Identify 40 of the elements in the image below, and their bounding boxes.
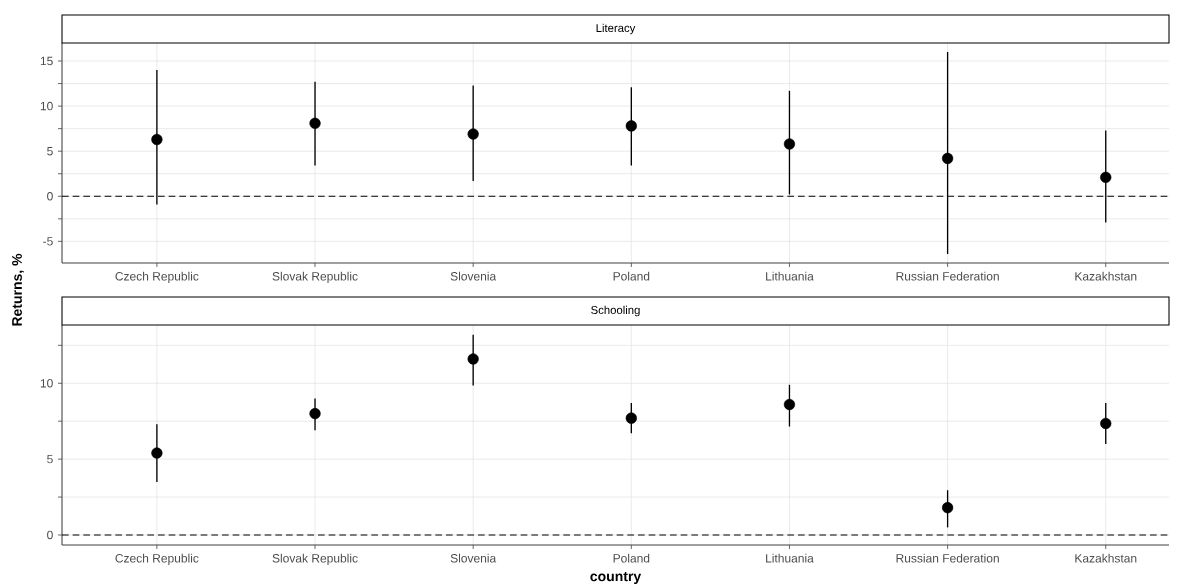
point (467, 128, 479, 140)
x-tick-label: Slovak Republic (272, 271, 358, 283)
point (942, 502, 954, 514)
x-tick-label: Lithuania (766, 271, 814, 281)
x-tick-label: Lithuania (766, 553, 814, 563)
y-tick-label: 5 (47, 147, 53, 156)
point (625, 120, 637, 132)
point (467, 353, 479, 365)
chart-title: Literacy (596, 23, 636, 35)
x-tick-label: Slovenia (450, 553, 497, 563)
point (783, 138, 796, 150)
point (1100, 171, 1112, 183)
y-tick-label: 10 (40, 379, 53, 388)
point (942, 152, 954, 165)
x-tick-label: Kazakhstan (1075, 271, 1137, 281)
x-tick-label: Czech Republic (115, 271, 199, 283)
point (783, 398, 796, 411)
x-tick-label: Slovenia (450, 271, 497, 281)
y-tick-label: 10 (40, 101, 53, 111)
point (151, 447, 163, 459)
point (151, 133, 163, 146)
y-tick-label: -5 (43, 237, 53, 246)
x-tick-label: Russian Federation (896, 553, 999, 563)
x-tick-label: Poland (613, 553, 650, 563)
point (1100, 417, 1112, 430)
y-tick-label: 5 (47, 454, 53, 464)
y-tick-label: 0 (47, 530, 53, 540)
x-tick-label: Russian Federation (896, 271, 999, 281)
x-tick-label: Czech Republic (115, 553, 199, 565)
y-tick-label: 15 (40, 56, 53, 66)
point (625, 412, 637, 424)
point (309, 408, 321, 420)
y-axis-title: Returns, % (12, 253, 24, 326)
point (309, 117, 321, 129)
x-tick-label: Poland (613, 271, 650, 281)
x-axis-title: country (590, 572, 642, 585)
x-tick-label: Kazakhstan (1075, 553, 1137, 563)
chart-title: Schooling (591, 305, 640, 317)
x-tick-label: Slovak Republic (272, 553, 358, 565)
y-tick-label: 0 (47, 192, 53, 201)
